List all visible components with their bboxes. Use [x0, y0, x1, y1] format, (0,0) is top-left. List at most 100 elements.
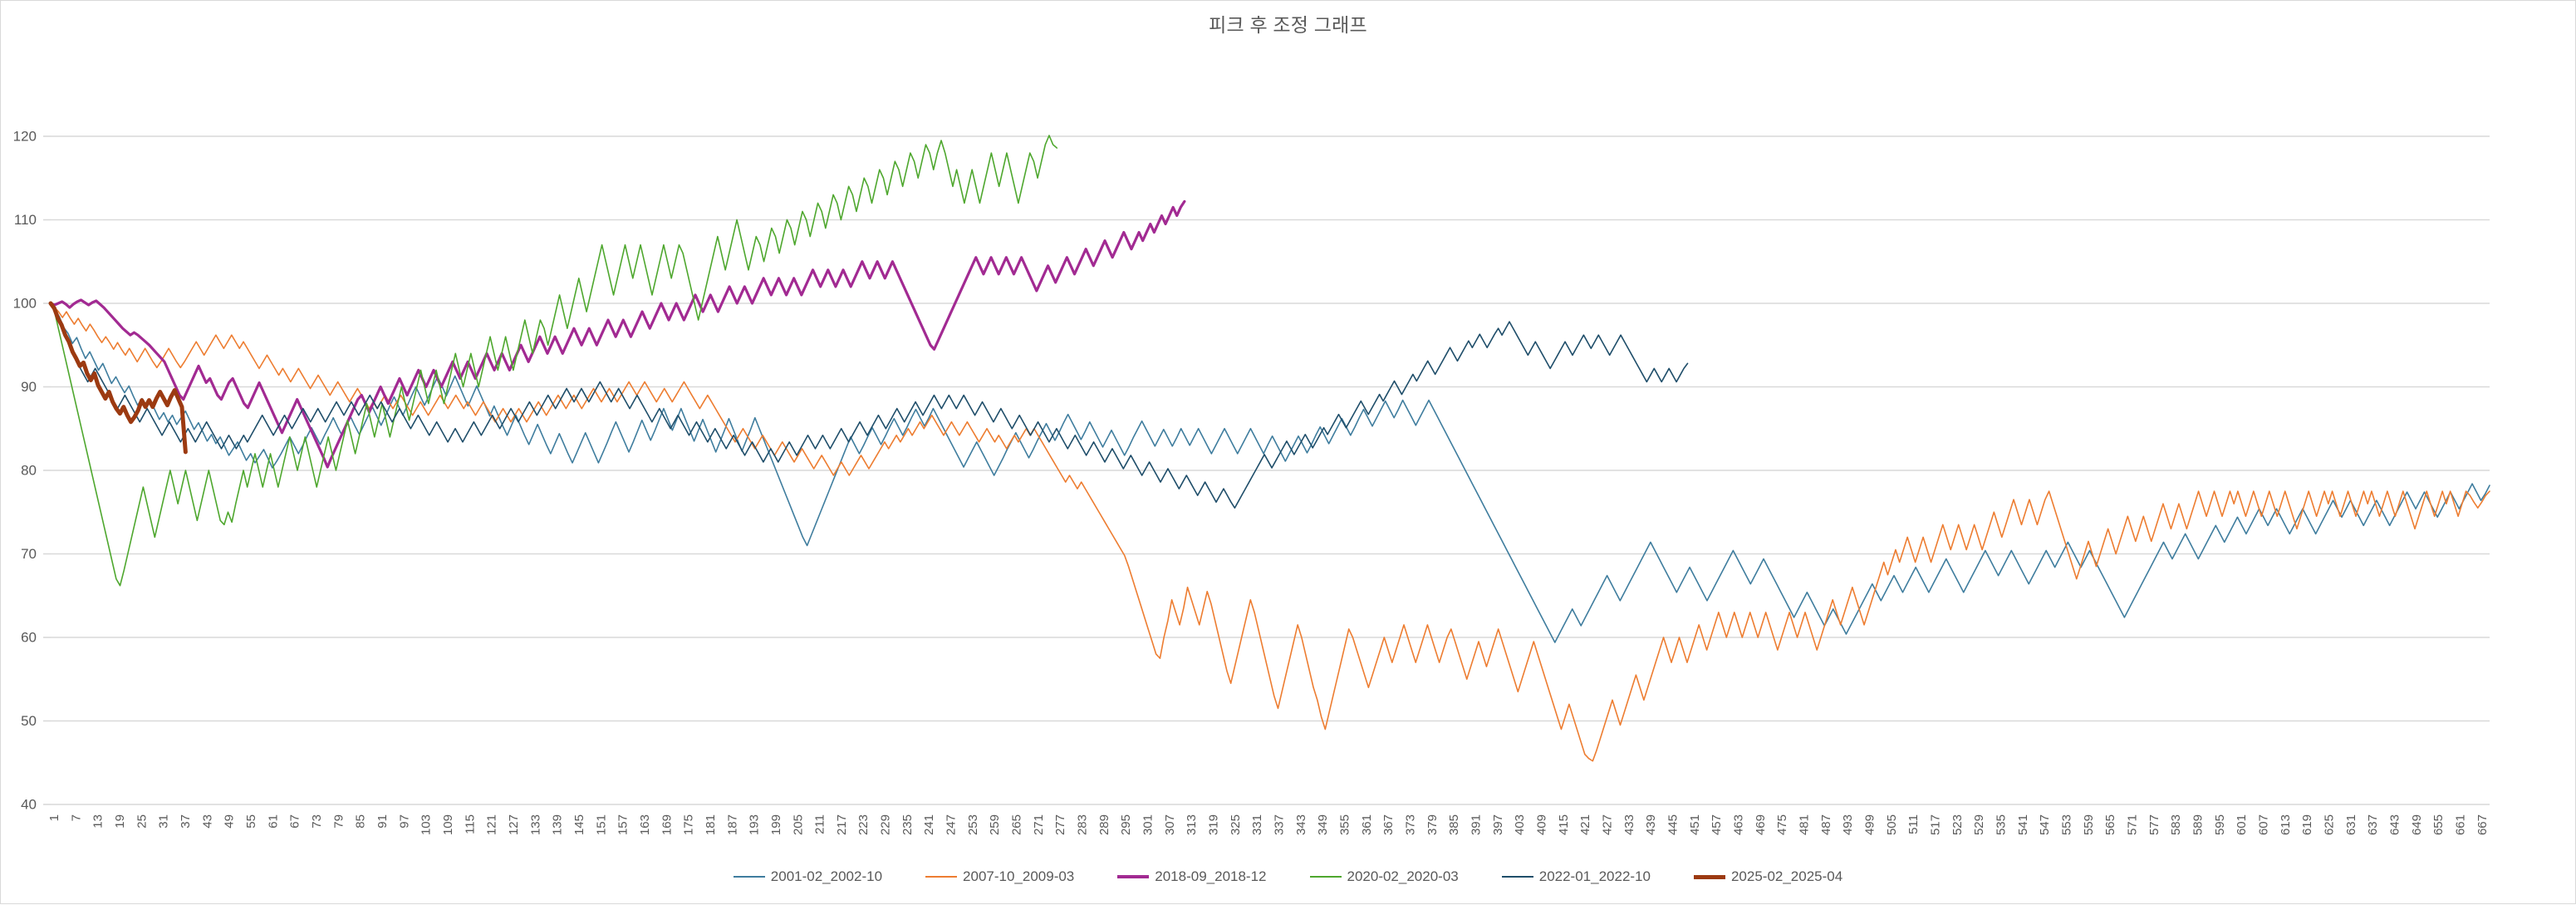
x-tick-label: 247 [945, 814, 959, 835]
x-tick-label: 409 [1535, 814, 1549, 835]
x-tick-label: 511 [1906, 814, 1921, 834]
legend-swatch-icon [1501, 876, 1533, 878]
x-tick-label: 565 [2103, 814, 2117, 835]
chart-title: 피크 후 조정 그래프 [1209, 14, 1367, 36]
legend-swatch-icon [1693, 874, 1725, 879]
x-tick-label: 439 [1644, 814, 1658, 835]
y-tick-label: 80 [21, 462, 37, 478]
x-tick-label: 259 [988, 814, 1002, 835]
y-tick-label: 90 [21, 379, 37, 395]
x-tick-label: 163 [638, 814, 652, 835]
x-tick-label: 253 [966, 814, 980, 835]
x-tick-label: 157 [616, 814, 631, 835]
x-tick-label: 13 [91, 814, 105, 829]
x-tick-label: 193 [748, 814, 762, 835]
x-tick-label: 1 [47, 814, 61, 821]
y-tick-label: 40 [21, 796, 37, 812]
legend-label: 2025-02_2025-04 [1730, 868, 1843, 884]
x-tick-label: 19 [113, 814, 127, 829]
legend-item-2020-02_2020-03[interactable]: 2020-02_2020-03 [1309, 868, 1459, 885]
x-tick-label: 43 [200, 814, 214, 829]
x-tick-label: 199 [769, 814, 783, 835]
x-tick-label: 613 [2279, 814, 2293, 835]
x-tick-label: 517 [1929, 814, 1943, 835]
x-tick-label: 667 [2475, 814, 2490, 835]
x-tick-label: 343 [1294, 814, 1308, 835]
x-tick-label: 49 [223, 814, 237, 829]
y-tick-label: 110 [14, 212, 37, 228]
x-tick-label: 103 [420, 814, 434, 835]
x-tick-label: 601 [2235, 814, 2249, 835]
x-tick-label: 397 [1491, 814, 1505, 835]
x-tick-label: 577 [2147, 814, 2161, 835]
series-line-2020-02_2020-03 [50, 135, 1058, 587]
x-tick-label: 355 [1338, 814, 1352, 835]
x-tick-label: 301 [1141, 814, 1156, 835]
series-line-2025-02_2025-04 [48, 301, 188, 455]
legend-item-2025-02_2025-04[interactable]: 2025-02_2025-04 [1693, 868, 1843, 885]
x-tick-label: 151 [594, 814, 608, 835]
x-tick-label: 289 [1097, 814, 1111, 835]
legend-item-2007-10_2009-03[interactable]: 2007-10_2009-03 [925, 868, 1074, 885]
x-tick-label: 529 [1972, 814, 1986, 835]
x-tick-label: 169 [660, 814, 674, 835]
x-tick-label: 553 [2059, 814, 2073, 835]
x-tick-label: 457 [1710, 814, 1724, 835]
x-tick-label: 379 [1425, 814, 1440, 835]
x-tick-label: 37 [179, 814, 193, 829]
x-tick-label: 271 [1032, 814, 1046, 835]
gridlines-group [43, 135, 2490, 805]
x-tick-label: 415 [1557, 814, 1571, 835]
x-tick-label: 481 [1798, 814, 1812, 835]
y-tick-label: 120 [13, 128, 37, 144]
x-tick-label: 451 [1688, 814, 1702, 835]
x-tick-label: 223 [856, 814, 871, 835]
x-tick-label: 595 [2213, 814, 2227, 835]
x-tick-label: 385 [1447, 814, 1461, 835]
x-tick-label: 109 [441, 814, 455, 835]
x-tick-label: 265 [1010, 814, 1024, 835]
x-tick-label: 523 [1950, 814, 1965, 835]
series-line-2018-09_2018-12 [49, 199, 1186, 469]
x-tick-label: 61 [266, 814, 280, 829]
x-tick-label: 7 [69, 814, 83, 821]
chart-legend: 2001-02_2002-10 2007-10_2009-03 2018-09_20… [1, 868, 2575, 885]
x-tick-label: 115 [463, 814, 477, 834]
x-tick-label: 187 [725, 814, 739, 835]
legend-item-2018-09_2018-12[interactable]: 2018-09_2018-12 [1117, 868, 1267, 885]
x-tick-label: 373 [1404, 814, 1418, 835]
series-line-2001-02_2002-10 [50, 302, 2490, 643]
x-tick-label: 631 [2344, 814, 2358, 835]
x-tick-label: 73 [310, 814, 324, 829]
x-tick-label: 403 [1513, 814, 1527, 835]
legend-swatch-icon [1309, 876, 1342, 878]
x-tick-label: 175 [682, 814, 696, 835]
legend-label: 2020-02_2020-03 [1347, 868, 1459, 884]
legend-item-2001-02_2002-10[interactable]: 2001-02_2002-10 [733, 868, 882, 885]
x-tick-label: 367 [1381, 814, 1396, 835]
x-axis-tick-labels: 1 7 13 19 25 31 37 43 49 55 61 67 73 79 85 91 97 103 109 11… [47, 814, 2490, 835]
x-tick-label: 25 [135, 814, 149, 829]
x-tick-label: 85 [354, 814, 368, 829]
y-tick-label: 70 [21, 546, 37, 562]
x-tick-label: 205 [791, 814, 805, 835]
legend-swatch-icon [733, 876, 765, 878]
series-line-2007-10_2009-03 [50, 302, 2490, 762]
x-tick-label: 619 [2300, 814, 2314, 835]
x-tick-label: 295 [1119, 814, 1133, 835]
legend-item-2022-01_2022-10[interactable]: 2022-01_2022-10 [1501, 868, 1651, 885]
x-tick-label: 433 [1622, 814, 1636, 835]
x-tick-label: 475 [1775, 814, 1789, 835]
x-tick-label: 79 [331, 814, 346, 829]
legend-label: 2022-01_2022-10 [1538, 868, 1651, 884]
x-tick-label: 127 [507, 814, 521, 835]
x-tick-label: 655 [2431, 814, 2446, 835]
x-tick-label: 589 [2191, 814, 2205, 835]
y-tick-label: 50 [21, 713, 37, 729]
x-tick-label: 97 [397, 814, 411, 829]
x-tick-label: 541 [2016, 814, 2030, 835]
x-tick-label: 211 [813, 814, 827, 834]
x-tick-label: 499 [1863, 814, 1877, 835]
x-tick-label: 283 [1076, 814, 1090, 835]
